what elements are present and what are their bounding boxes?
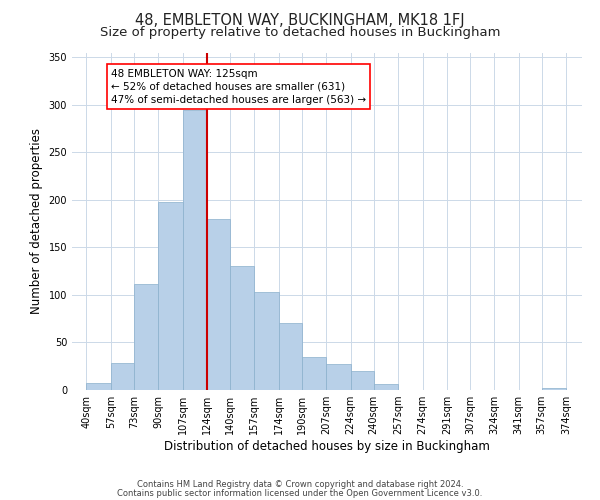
Text: Size of property relative to detached houses in Buckingham: Size of property relative to detached ho… bbox=[100, 26, 500, 39]
X-axis label: Distribution of detached houses by size in Buckingham: Distribution of detached houses by size … bbox=[164, 440, 490, 453]
Bar bbox=[542, 388, 566, 390]
Bar bbox=[182, 110, 207, 390]
Bar bbox=[326, 364, 351, 390]
Bar bbox=[254, 292, 279, 390]
Text: 48 EMBLETON WAY: 125sqm
← 52% of detached houses are smaller (631)
47% of semi-d: 48 EMBLETON WAY: 125sqm ← 52% of detache… bbox=[111, 68, 366, 105]
Bar bbox=[111, 364, 134, 390]
Bar bbox=[134, 284, 158, 390]
Bar bbox=[302, 356, 326, 390]
Bar bbox=[351, 371, 374, 390]
Text: Contains HM Land Registry data © Crown copyright and database right 2024.: Contains HM Land Registry data © Crown c… bbox=[137, 480, 463, 489]
Bar bbox=[158, 202, 182, 390]
Text: Contains public sector information licensed under the Open Government Licence v3: Contains public sector information licen… bbox=[118, 488, 482, 498]
Bar bbox=[230, 266, 254, 390]
Bar bbox=[86, 384, 111, 390]
Text: 48, EMBLETON WAY, BUCKINGHAM, MK18 1FJ: 48, EMBLETON WAY, BUCKINGHAM, MK18 1FJ bbox=[135, 12, 465, 28]
Y-axis label: Number of detached properties: Number of detached properties bbox=[30, 128, 43, 314]
Bar bbox=[207, 219, 230, 390]
Bar bbox=[279, 324, 302, 390]
Bar bbox=[374, 384, 398, 390]
